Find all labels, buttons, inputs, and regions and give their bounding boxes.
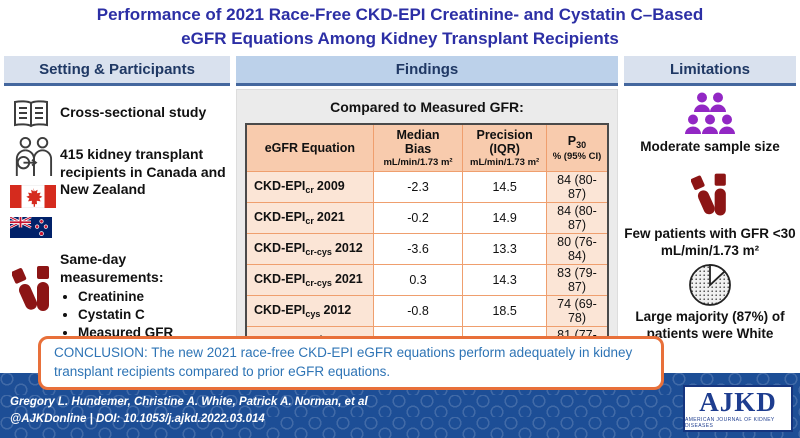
p30-cell: 74 (69-78)	[545, 295, 609, 328]
p30-cell: 83 (79-87)	[545, 264, 609, 297]
measurements-list: Creatinine Cystatin C Measured GFR	[64, 288, 232, 343]
ajkd-logo-text: AJKD	[699, 386, 777, 417]
table-header-row: eGFR Equation Median Bias mL/min/1.73 m²…	[245, 123, 609, 173]
equation-cell: CKD-EPIcr 2009	[245, 171, 374, 204]
footer-citation: Gregory L. Hundemer, Christine A. White,…	[10, 394, 368, 429]
limitation-white-majority: Large majority (87%) of patients were Wh…	[635, 309, 785, 341]
precision-cell: 14.3	[462, 264, 547, 297]
precision-cell: 18.5	[462, 295, 547, 328]
table-row: CKD-EPIcr 2021 -0.2 14.9 84 (80-87)	[245, 202, 609, 235]
open-book-icon	[12, 99, 50, 134]
social-doi-line: @AJKDonline | DOI: 10.1053/j.ajkd.2022.0…	[10, 413, 265, 426]
authors-line: Gregory L. Hundemer, Christine A. White,…	[10, 396, 368, 408]
measurements-title: Same-day measurements:	[60, 251, 164, 285]
equation-cell: CKD-EPIcys 2012	[245, 295, 374, 328]
conclusion-box: CONCLUSION: The new 2021 race-free CKD-E…	[38, 336, 664, 390]
table-row: CKD-EPIcr 2009 -2.3 14.5 84 (80-87)	[245, 171, 609, 204]
col-header-median-bias: Median Bias mL/min/1.73 m²	[372, 123, 464, 173]
population-label: 415 kidney transplant recipients in Cana…	[60, 146, 226, 197]
findings-header: Findings	[236, 56, 618, 86]
p30-cell: 84 (80-87)	[545, 202, 609, 235]
median-bias-cell: 0.3	[372, 264, 464, 297]
p30-cell: 80 (76-84)	[545, 233, 609, 266]
col-header-p30: P30 % (95% CI)	[545, 123, 609, 173]
list-item: Creatinine	[78, 288, 232, 306]
equation-cell: CKD-EPIcr-cys 2012	[245, 233, 374, 266]
new-zealand-flag-icon	[9, 215, 52, 243]
precision-cell: 14.9	[462, 202, 547, 235]
col-header-equation: eGFR Equation	[245, 123, 374, 173]
setting-participants-header: Setting & Participants	[4, 56, 230, 86]
median-bias-cell: -3.6	[372, 233, 464, 266]
median-bias-cell: -0.8	[372, 295, 464, 328]
ajkd-logo: AJKD AMERICAN JOURNAL OF KIDNEY DISEASES	[683, 385, 793, 432]
precision-cell: 13.3	[462, 233, 547, 266]
table-title: Compared to Measured GFR:	[330, 99, 524, 115]
median-bias-cell: -2.3	[372, 171, 464, 204]
egfr-results-table: eGFR Equation Median Bias mL/min/1.73 m²…	[245, 123, 609, 360]
limitation-sample-size: Moderate sample size	[640, 139, 780, 154]
blood-tubes-icon	[622, 168, 798, 227]
ajkd-logo-tagline: AMERICAN JOURNAL OF KIDNEY DISEASES	[685, 416, 775, 429]
blood-tubes-icon	[11, 260, 52, 323]
col-header-precision: Precision (IQR) mL/min/1.73 m²	[462, 123, 547, 173]
limitation-low-gfr: Few patients with GFR <30 mL/min/1.73 m²	[624, 226, 796, 258]
equation-cell: CKD-EPIcr 2021	[245, 202, 374, 235]
p30-cell: 84 (80-87)	[545, 171, 609, 204]
limitations-header: Limitations	[624, 56, 796, 86]
median-bias-cell: -0.2	[372, 202, 464, 235]
findings-panel: Compared to Measured GFR: eGFR Equation …	[236, 89, 618, 360]
measurements-block: Same-day measurements: Creatinine Cystat…	[60, 251, 232, 343]
pie-chart-icon	[622, 262, 798, 313]
table-row: CKD-EPIcys 2012 -0.8 18.5 74 (69-78)	[245, 295, 609, 328]
kidney-transplant-icon	[10, 136, 56, 181]
study-type-label: Cross-sectional study	[60, 104, 207, 120]
population-icons	[9, 136, 58, 243]
table-row: CKD-EPIcr-cys 2021 0.3 14.3 83 (79-87)	[245, 264, 609, 297]
people-group-icon	[622, 92, 798, 141]
page-title: Performance of 2021 Race-Free CKD-EPI Cr…	[0, 3, 800, 51]
precision-cell: 14.5	[462, 171, 547, 204]
list-item: Cystatin C	[78, 306, 232, 324]
equation-cell: CKD-EPIcr-cys 2021	[245, 264, 374, 297]
table-row: CKD-EPIcr-cys 2012 -3.6 13.3 80 (76-84)	[245, 233, 609, 266]
title-line-2: eGFR Equations Among Kidney Transplant R…	[181, 28, 619, 48]
title-line-1: Performance of 2021 Race-Free CKD-EPI Cr…	[96, 5, 704, 24]
canada-flag-icon	[9, 184, 57, 213]
